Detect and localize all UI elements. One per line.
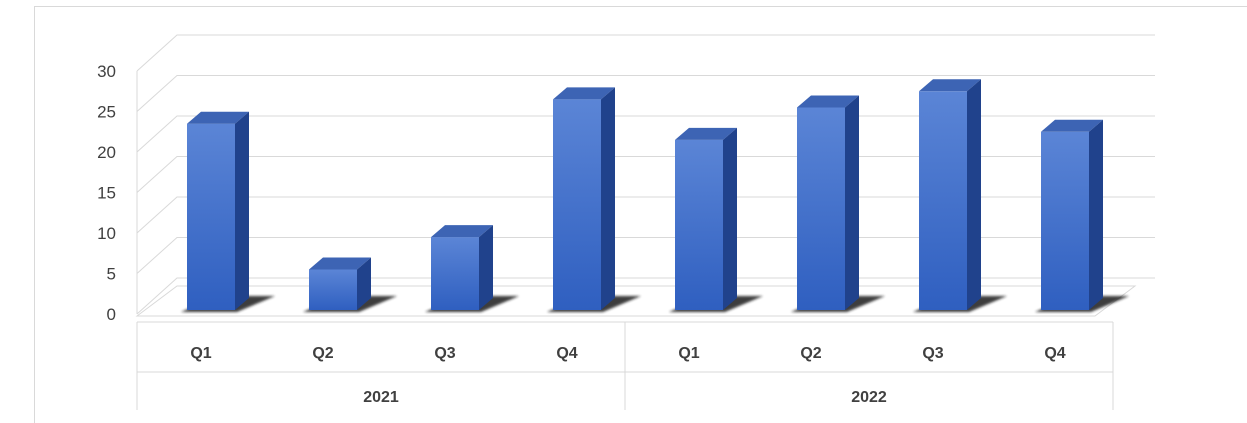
bar bbox=[187, 111, 249, 310]
x-category-label: Q2 bbox=[800, 345, 821, 362]
y-tick-label: 25 bbox=[97, 103, 116, 122]
x-category-label: Q4 bbox=[1044, 345, 1065, 362]
chart-floor bbox=[135, 285, 1137, 317]
bar-front bbox=[309, 269, 357, 310]
y-tick-label: 15 bbox=[97, 184, 116, 203]
x-group-label: 2022 bbox=[851, 389, 887, 406]
bar bbox=[1041, 119, 1103, 310]
floor-outline bbox=[135, 285, 1137, 317]
bar bbox=[553, 87, 615, 311]
bar-top bbox=[1041, 119, 1103, 132]
bar-top bbox=[553, 87, 615, 100]
y-tick-label: 30 bbox=[97, 62, 116, 81]
gridline-30 bbox=[136, 34, 1155, 72]
gridline-25 bbox=[136, 75, 1155, 112]
bar-front bbox=[187, 123, 235, 310]
bar-front bbox=[919, 91, 967, 310]
bars bbox=[187, 79, 1103, 311]
x-axis: Q1 Q2 Q3 Q4 Q1 Q2 Q3 Q4 2021 2022 bbox=[136, 321, 1114, 410]
bar-top bbox=[797, 95, 859, 108]
bar-side bbox=[845, 95, 859, 310]
bar bbox=[675, 127, 737, 311]
bar-top bbox=[675, 127, 737, 140]
bar-front bbox=[1041, 131, 1089, 310]
x-category-label: Q2 bbox=[312, 345, 333, 362]
bar-top bbox=[187, 111, 249, 124]
y-tick-label: 0 bbox=[107, 305, 116, 324]
gridline-15 bbox=[136, 156, 1155, 193]
bar-top bbox=[431, 225, 493, 238]
bar-side bbox=[723, 127, 737, 311]
bar-front bbox=[797, 107, 845, 310]
gridline-10 bbox=[136, 196, 1155, 234]
bar-side bbox=[357, 257, 371, 310]
bar-side bbox=[1089, 119, 1103, 310]
x-group-label: 2021 bbox=[363, 389, 399, 406]
bar-side bbox=[479, 225, 493, 310]
y-tick-label: 5 bbox=[107, 265, 116, 284]
bar-front bbox=[431, 237, 479, 310]
x-category-label: Q4 bbox=[556, 345, 577, 362]
bar-front bbox=[675, 139, 723, 310]
x-category-label: Q1 bbox=[190, 345, 211, 362]
x-category-label: Q3 bbox=[434, 345, 455, 362]
gridlines bbox=[136, 34, 1155, 315]
gridline-20 bbox=[136, 115, 1155, 153]
bar bbox=[919, 79, 981, 310]
bar-side bbox=[967, 79, 981, 310]
x-category-label: Q3 bbox=[922, 345, 943, 362]
y-tick-label: 20 bbox=[97, 143, 116, 162]
chart-frame bbox=[34, 6, 1247, 423]
bar-top bbox=[919, 79, 981, 92]
gridline-5 bbox=[136, 237, 1155, 274]
y-axis-ticks: 0 5 10 15 20 25 30 bbox=[97, 62, 116, 324]
y-tick-label: 10 bbox=[97, 224, 116, 243]
bar-front bbox=[553, 99, 601, 311]
bar bbox=[309, 257, 371, 310]
bar-side bbox=[601, 87, 615, 311]
bar-top bbox=[309, 257, 371, 270]
bar bbox=[431, 225, 493, 310]
bar bbox=[797, 95, 859, 310]
x-category-label: Q1 bbox=[678, 345, 699, 362]
bar-side bbox=[235, 111, 249, 310]
